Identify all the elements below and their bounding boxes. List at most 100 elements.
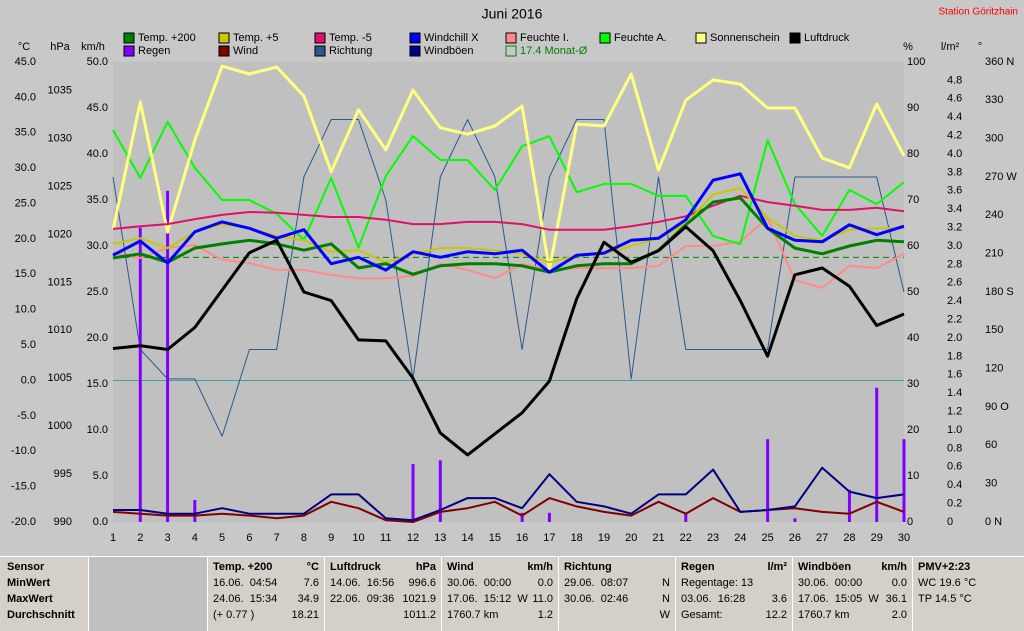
legend-swatch xyxy=(123,45,135,57)
legend-label: Temp. -5 xyxy=(329,32,372,44)
cell-right: 1.2 xyxy=(537,609,553,621)
cell-left: 30.06. 02:46 xyxy=(564,593,629,605)
y-tick-label: 0 xyxy=(907,516,913,528)
x-tick-label: 28 xyxy=(843,532,855,544)
cell-right: N xyxy=(662,577,670,589)
rain-bar xyxy=(793,518,797,522)
stats-table: Sensor MinWert MaxWert Durchschnitt Temp. +2… xyxy=(0,556,1024,631)
spacer xyxy=(88,557,207,631)
y-tick-label: 35.0 xyxy=(15,127,36,139)
y-tick-label: 60 xyxy=(907,240,919,252)
y-tick-label: 2.0 xyxy=(947,332,962,344)
y-tick-label: 1.0 xyxy=(947,424,962,436)
cell-left: 29.06. 08:07 xyxy=(564,577,629,589)
y-tick-label: 1020 xyxy=(48,228,72,240)
legend-label: Feuchte A. xyxy=(614,32,667,44)
y-tick-label: 100 xyxy=(907,56,925,68)
y-tick-label: 1025 xyxy=(48,180,72,192)
y-tick-label: 5.0 xyxy=(21,339,36,351)
legend-label: Luftdruck xyxy=(804,32,850,44)
row-label: MinWert xyxy=(7,577,51,589)
rain-bar xyxy=(166,190,170,523)
cell-left: 17.06. 15:05 W xyxy=(798,593,879,605)
axis-unit: °C xyxy=(18,41,30,53)
x-tick-label: 9 xyxy=(328,532,334,544)
y-tick-label: 80 xyxy=(907,148,919,160)
y-tick-label: 0.4 xyxy=(947,479,962,491)
rain-bar xyxy=(684,512,688,522)
legend-label: Richtung xyxy=(329,45,372,57)
legend-label: Regen xyxy=(138,45,170,57)
rain-bar xyxy=(547,512,551,522)
block-title: Temp. +200 xyxy=(213,561,273,573)
cell-left: 16.06. 04:54 xyxy=(213,577,278,589)
y-tick-label: 0.0 xyxy=(21,374,36,386)
y-tick-label: 2.4 xyxy=(947,295,962,307)
y-tick-label: 3.6 xyxy=(947,185,962,197)
y-tick-label: 15.0 xyxy=(87,378,108,390)
cell-right: 3.6 xyxy=(771,593,787,605)
x-tick-label: 16 xyxy=(516,532,528,544)
y-tick-label: 2.6 xyxy=(947,277,962,289)
y-tick-label: 180 S xyxy=(985,286,1014,298)
y-tick-label: 3.2 xyxy=(947,222,962,234)
legend-swatch xyxy=(505,32,517,44)
cell-left: 14.06. 16:56 xyxy=(330,577,395,589)
cell-right: 0.0 xyxy=(537,577,553,589)
legend-swatch xyxy=(218,45,230,57)
y-tick-label: 1015 xyxy=(48,276,72,288)
x-tick-label: 29 xyxy=(871,532,883,544)
y-tick-label: 90 xyxy=(907,102,919,114)
y-tick-label: -20.0 xyxy=(11,516,36,528)
series-line xyxy=(112,194,905,231)
x-tick-label: 3 xyxy=(164,532,170,544)
y-tick-label: 240 xyxy=(985,209,1003,221)
y-tick-label: 1.6 xyxy=(947,369,962,381)
rain-bar xyxy=(193,499,197,522)
block-unit: l/m² xyxy=(767,561,787,573)
y-tick-label: 30 xyxy=(985,478,997,490)
x-tick-label: 30 xyxy=(898,532,910,544)
block-title: PMV+2:23 xyxy=(918,561,971,573)
x-tick-label: 20 xyxy=(625,532,637,544)
block-title: Richtung xyxy=(564,561,612,573)
y-tick-label: 1.2 xyxy=(947,406,962,418)
cell-right: W xyxy=(659,609,670,621)
x-tick-label: 8 xyxy=(301,532,307,544)
x-tick-label: 18 xyxy=(571,532,583,544)
cell-right: N xyxy=(662,593,670,605)
legend-swatch xyxy=(695,32,707,44)
stats-block: Richtung 29.06. 08:07 N 30.06. 02:46 N W xyxy=(558,557,676,631)
y-tick-label: 45.0 xyxy=(87,102,108,114)
x-tick-label: 6 xyxy=(246,532,252,544)
cell-left: TP 14.5 °C xyxy=(918,593,972,605)
legend-label: Windböen xyxy=(424,45,474,57)
legend-label: Temp. +5 xyxy=(233,32,279,44)
x-tick-label: 15 xyxy=(489,532,501,544)
legend-label: Wind xyxy=(233,45,258,57)
cell-left: 1760.7 km xyxy=(447,609,499,621)
y-tick-label: 20.0 xyxy=(87,332,108,344)
y-tick-label: 35.0 xyxy=(87,194,108,206)
rain-bar xyxy=(138,227,142,522)
cell-left: 1760.7 km xyxy=(798,609,850,621)
axis-unit: km/h xyxy=(81,41,105,53)
y-tick-label: 4.4 xyxy=(947,111,962,123)
x-tick-label: 23 xyxy=(707,532,719,544)
y-tick-label: 10.0 xyxy=(15,304,36,316)
y-tick-label: 1005 xyxy=(48,372,72,384)
rain-bar xyxy=(411,464,415,522)
y-tick-label: 2.8 xyxy=(947,258,962,270)
x-tick-label: 1 xyxy=(110,532,116,544)
x-tick-label: 11 xyxy=(380,532,391,544)
x-tick-label: 12 xyxy=(407,532,419,544)
rain-bar xyxy=(766,439,770,522)
x-tick-label: 24 xyxy=(734,532,746,544)
x-tick-label: 25 xyxy=(761,532,773,544)
y-tick-label: 1035 xyxy=(48,85,72,97)
series-line xyxy=(112,225,905,457)
cell-right: 1011.2 xyxy=(403,609,436,621)
rain-bar xyxy=(520,512,524,522)
cell-right: 12.2 xyxy=(765,609,787,621)
row-label: Durchschnitt xyxy=(7,609,75,621)
